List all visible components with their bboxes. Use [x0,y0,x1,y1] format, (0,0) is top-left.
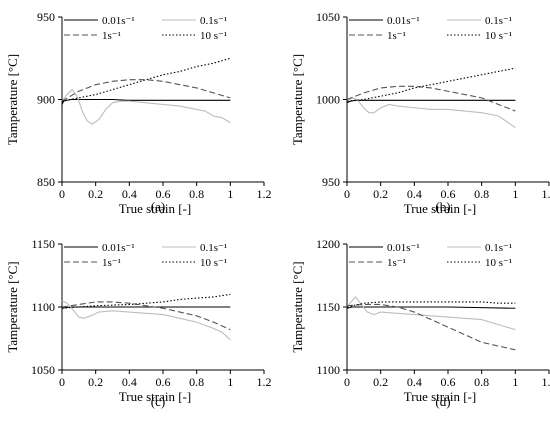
x-axis-label: True strain [-] [404,389,476,404]
y-axis-label: Tamperature [°C] [290,261,305,352]
x-tick-label: 0.4 [407,375,422,389]
x-tick-label: 1.2 [257,375,272,389]
series-line-4 [346,301,516,308]
x-tick-label: 0.8 [474,375,489,389]
y-axis-label: Tamperature [°C] [290,54,305,145]
y-tick-label: 850 [37,175,55,189]
series-line-1 [61,306,231,309]
x-tick-label: 0 [59,375,65,389]
legend-label-1: 0.01s⁻¹ [102,15,135,27]
y-tick-label: 950 [37,10,55,24]
x-tick-label: 0.8 [189,187,204,201]
x-tick-label: 0.4 [407,187,422,201]
legend-label-3: 1s⁻¹ [387,30,406,42]
x-tick-label: 1 [227,187,233,201]
series-line-3 [346,303,516,351]
panel-label: (d) [435,394,450,409]
chart-panel-4: 0 0.2 0.4 0.6 0.8 1 1.2 1100 1150 1200 True strain… [290,237,550,409]
chart-panel-3: 0 0.2 0.4 0.6 0.8 1 1.2 1050 1100 1150 True strain… [5,237,272,409]
legend-label-2: 0.1s⁻¹ [485,242,512,254]
x-tick-label: 0.4 [122,187,137,201]
x-tick-label: 0.6 [156,187,171,201]
y-axis-label: Tamperature [°C] [5,261,20,352]
y-axis-label: Tamperature [°C] [5,54,20,145]
legend-label-4: 10 s⁻¹ [485,257,512,269]
x-tick-label: 0.6 [441,187,456,201]
series-line-4 [61,293,231,309]
legend-label-1: 0.01s⁻¹ [387,242,420,254]
x-tick-label: 0.8 [474,187,489,201]
series-line-1 [61,98,231,105]
legend-label-1: 0.01s⁻¹ [387,15,420,27]
x-tick-label: 1 [227,375,233,389]
y-tick-label: 1100 [31,300,55,314]
series-line-2 [346,97,516,129]
x-tick-label: 1 [512,187,518,201]
y-tick-label: 1150 [31,237,55,251]
legend-label-2: 0.1s⁻¹ [200,15,227,27]
x-tick-label: 0.2 [373,187,388,201]
series-line-2 [61,300,231,341]
y-tick-label: 1100 [316,363,340,377]
legend-label-4: 10 s⁻¹ [200,30,227,42]
x-tick-label: 1.2 [542,375,550,389]
legend-label-4: 10 s⁻¹ [200,257,227,269]
chart-panel-2: 0 0.2 0.4 0.6 0.8 1 1.2 950 1000 1050 True strain … [290,10,550,216]
x-tick-label: 1.2 [257,187,272,201]
legend-label-3: 1s⁻¹ [102,30,121,42]
legend-label-2: 0.1s⁻¹ [485,15,512,27]
x-tick-label: 0.2 [88,375,103,389]
chart-panel-1: 0 0.2 0.4 0.6 0.8 1 1.2 850 900 950 True strain [-… [5,10,272,216]
panel-label: (c) [151,394,165,409]
x-axis-label: True strain [-] [119,389,191,404]
series-line-2 [346,296,516,331]
x-axis-label: True strain [-] [119,201,191,216]
panel-label: (a) [151,199,165,214]
x-tick-label: 0 [344,187,350,201]
series-line-3 [346,85,516,112]
x-tick-label: 0 [59,187,65,201]
x-axis-label: True strain [-] [404,201,476,216]
x-tick-label: 0.2 [88,187,103,201]
legend-label-4: 10 s⁻¹ [485,30,512,42]
x-tick-label: 0 [344,375,350,389]
x-tick-label: 0.6 [156,375,171,389]
y-tick-label: 900 [37,93,55,107]
x-tick-label: 0.8 [189,375,204,389]
x-tick-label: 0.6 [441,375,456,389]
legend-label-3: 1s⁻¹ [387,257,406,269]
y-tick-label: 1200 [316,237,340,251]
series-line-4 [61,57,231,102]
series-line-3 [61,79,231,102]
series-line-1 [346,306,516,309]
legend-label-2: 0.1s⁻¹ [200,242,227,254]
x-tick-label: 0.2 [373,375,388,389]
x-tick-label: 1.2 [542,187,550,201]
y-tick-label: 1150 [316,300,340,314]
series-line-2 [61,88,231,125]
x-tick-label: 0.4 [122,375,137,389]
legend-label-3: 1s⁻¹ [102,257,121,269]
series-line-4 [346,67,516,102]
y-tick-label: 1050 [316,10,340,24]
y-tick-label: 950 [322,175,340,189]
panel-label: (b) [435,199,450,214]
legend-label-1: 0.01s⁻¹ [102,242,135,254]
y-tick-label: 1000 [316,93,340,107]
y-tick-label: 1050 [31,363,55,377]
series-line-3 [61,301,231,331]
x-tick-label: 1 [512,375,518,389]
